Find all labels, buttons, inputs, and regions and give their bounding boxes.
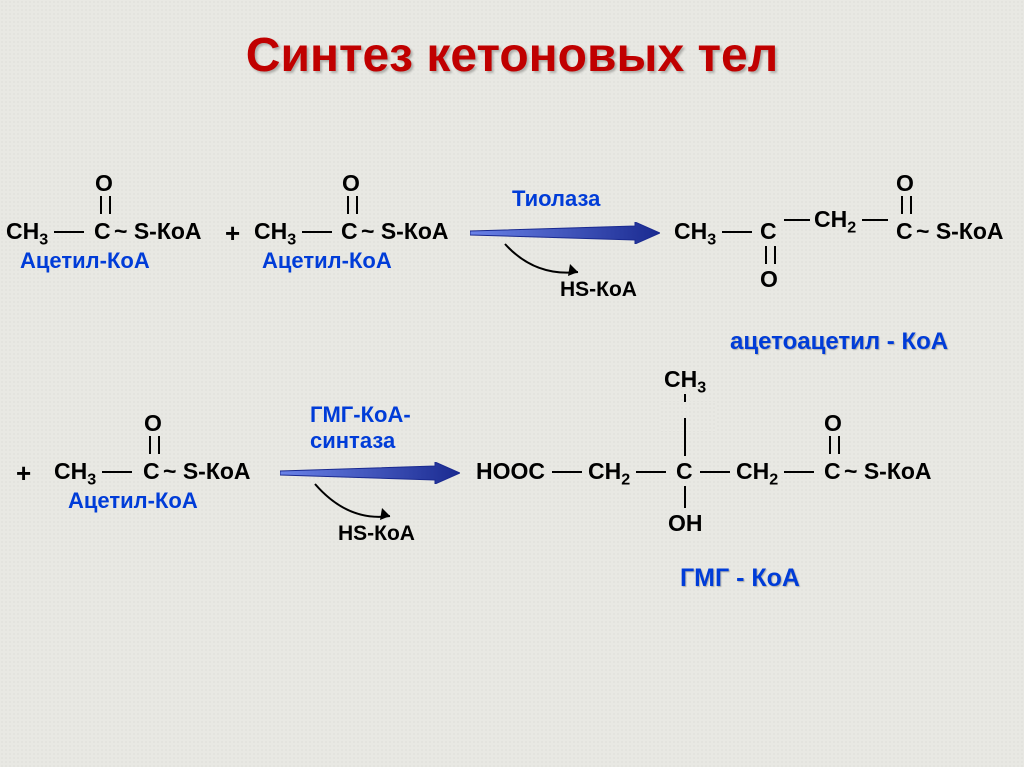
atom-skoa: ~ S-КоА xyxy=(361,218,449,245)
atom-ch2: CH2 xyxy=(588,458,630,490)
atom-ch3: CH3 xyxy=(254,218,296,250)
bond xyxy=(302,231,332,233)
atom-ch2: CH2 xyxy=(814,206,856,238)
label-hs-coa-2: HS-КоА xyxy=(338,522,415,546)
reaction-arrow-2 xyxy=(280,462,460,484)
label-hmg-synthase-l2: синтаза xyxy=(310,428,395,454)
atom-c: C xyxy=(341,218,358,245)
atom-o: O xyxy=(824,410,842,437)
double-bond xyxy=(829,436,840,454)
atom-o: O xyxy=(760,266,778,293)
bond xyxy=(684,486,686,508)
bond xyxy=(552,471,582,473)
slide-title: Синтез кетоновых тел xyxy=(0,28,1024,83)
atom-o: O xyxy=(95,170,113,197)
bond xyxy=(722,231,752,233)
atom-c: C xyxy=(143,458,160,485)
plus-sign: + xyxy=(225,218,240,249)
bond xyxy=(636,471,666,473)
bond xyxy=(784,219,810,221)
bond-corrected xyxy=(684,418,686,456)
atom-skoa: ~ S-КоА xyxy=(163,458,251,485)
atom-c: C xyxy=(676,458,693,485)
bond xyxy=(700,471,730,473)
atom-skoa: ~ S-КоА xyxy=(114,218,202,245)
atom-ch2: CH2 xyxy=(736,458,778,490)
atom-ch3-top-real: CH3 xyxy=(664,366,706,398)
label-thiolase: Тиолаза xyxy=(512,186,600,212)
double-bond xyxy=(100,196,111,214)
atom-c: C xyxy=(94,218,111,245)
reaction-arrow-1 xyxy=(470,222,660,244)
atom-o: O xyxy=(144,410,162,437)
atom-o: O xyxy=(896,170,914,197)
bond xyxy=(54,231,84,233)
double-bond xyxy=(347,196,358,214)
double-bond xyxy=(765,246,776,264)
atom-o: O xyxy=(342,170,360,197)
atom-skoa: ~ S-КоА xyxy=(844,458,932,485)
atom-ch3: CH3 xyxy=(674,218,716,250)
label-acetyl-coa-2: Ацетил-КоА xyxy=(262,248,392,274)
double-bond xyxy=(149,436,160,454)
plus-sign-2: + xyxy=(16,458,31,489)
label-acetoacetyl-coa: ацетоацетил - КоА xyxy=(730,328,948,356)
double-bond xyxy=(901,196,912,214)
label-acetyl-coa-3: Ацетил-КоА xyxy=(68,488,198,514)
atom-c: C xyxy=(896,218,913,245)
atom-hooc: HOOC xyxy=(476,458,545,485)
bond xyxy=(102,471,132,473)
label-hmg-coa: ГМГ - КоА xyxy=(680,564,800,593)
atom-c: C xyxy=(760,218,777,245)
atom-ch3: CH3 xyxy=(6,218,48,250)
atom-ch3: CH3 xyxy=(54,458,96,490)
label-hmg-synthase-l1: ГМГ-КоА- xyxy=(310,402,411,428)
label-hs-coa-1: HS-КоА xyxy=(560,278,637,302)
atom-skoa: ~ S-КоА xyxy=(916,218,1004,245)
bond xyxy=(862,219,888,221)
label-acetyl-coa-1: Ацетил-КоА xyxy=(20,248,150,274)
patch2 xyxy=(660,402,716,432)
atom-c: C xyxy=(824,458,841,485)
atom-oh: OH xyxy=(668,510,703,537)
bond xyxy=(784,471,814,473)
